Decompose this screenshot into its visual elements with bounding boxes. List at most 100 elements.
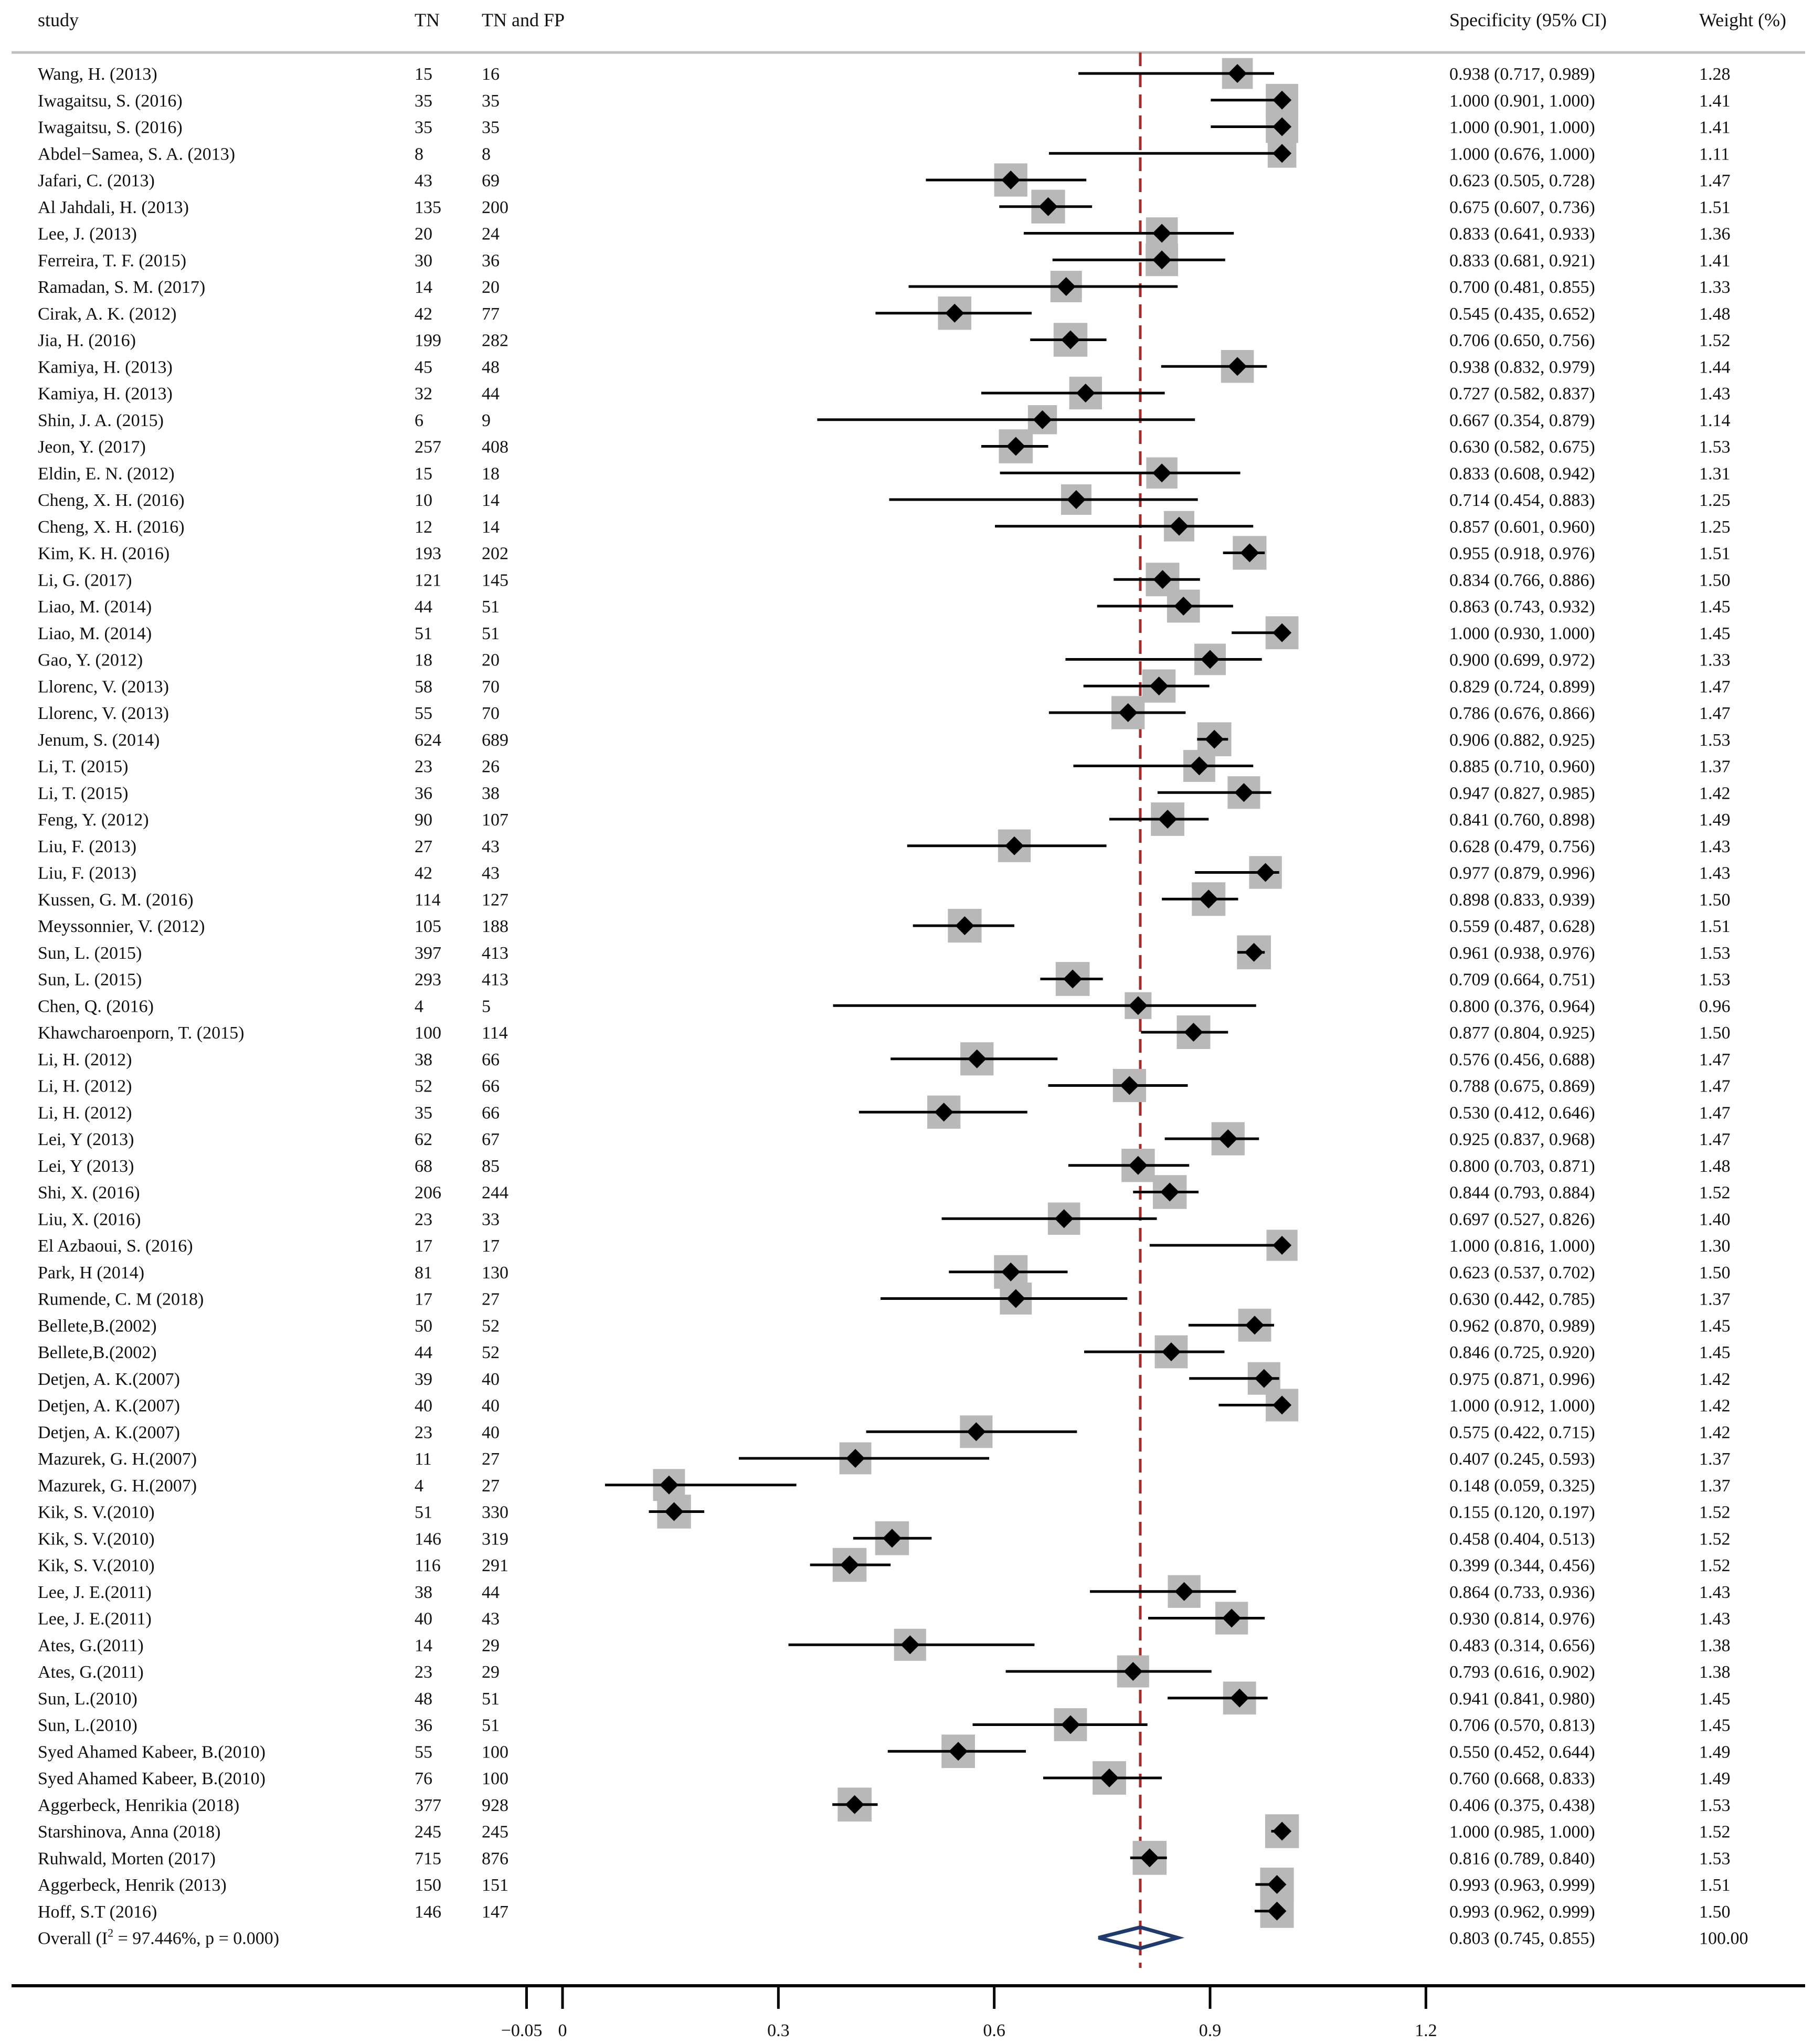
weight-text: 1.42 [1699,1396,1731,1416]
study-name: Detjen, A. K.(2007) [38,1370,180,1389]
tn-value: 23 [415,757,432,777]
ci-text: 0.833 (0.608, 0.942) [1449,464,1595,483]
weight-text: 1.52 [1699,1503,1731,1522]
weight-text: 1.48 [1699,304,1731,324]
x-axis-ticks: −0.05 0 0.3 0.6 0.9 1.2 [501,1986,1437,2040]
ci-text: 0.885 (0.710, 0.960) [1449,757,1595,777]
study-name: Abdel−Samea, S. A. (2013) [38,144,235,164]
point-estimate-marker [967,1422,986,1442]
weight-text: 1.53 [1699,970,1731,990]
tn-fp-value: 85 [482,1157,500,1176]
study-name: Lee, J. (2013) [38,225,137,244]
point-estimate-marker [664,1502,684,1521]
ci-text: 0.155 (0.120, 0.197) [1449,1503,1595,1522]
study-row: Jafari, C. (2013) 43 69 0.623 (0.505, 0.728… [38,163,1731,197]
tn-fp-value: 70 [482,704,500,723]
tn-fp-value: 291 [482,1556,508,1575]
study-name: El Azbaoui, S. (2016) [38,1236,193,1256]
ci-text: 0.877 (0.804, 0.925) [1449,1023,1595,1043]
tn-fp-value: 202 [482,544,508,564]
tn-fp-value: 16 [482,65,500,84]
ci-text: 0.575 (0.422, 0.715) [1449,1423,1595,1442]
tn-value: 42 [415,304,432,324]
point-estimate-marker [1066,490,1086,509]
tn-fp-value: 51 [482,597,500,617]
overall-label-superscript: 2 [108,1926,113,1940]
weight-text: 1.36 [1699,225,1731,244]
weight-text: 1.45 [1699,1689,1731,1709]
tn-fp-value: 70 [482,677,500,696]
study-row: Cheng, X. H. (2016) 12 14 0.857 (0.601, 0.9… [38,511,1731,542]
study-name: Shin, J. A. (2015) [38,411,164,430]
tn-fp-value: 43 [482,864,500,883]
study-name: Khawcharoenporn, T. (2015) [38,1023,244,1043]
ci-text: 0.906 (0.882, 0.925) [1449,730,1595,750]
ci-text: 0.993 (0.962, 0.999) [1449,1902,1595,1922]
ci-text: 0.977 (0.879, 0.996) [1449,864,1595,883]
tn-fp-value: 114 [482,1023,508,1043]
point-estimate-marker [900,1635,920,1655]
tn-fp-value: 43 [482,1609,500,1629]
ci-text: 0.864 (0.733, 0.936) [1449,1583,1595,1602]
tn-fp-value: 40 [482,1370,500,1389]
ci-text: 0.938 (0.832, 0.979) [1449,357,1595,377]
header-tn: TN [415,9,440,30]
study-row: Hoff, S.T (2016) 146 147 0.993 (0.962, 0.99… [38,1894,1731,1928]
tn-value: 397 [415,944,441,963]
point-estimate-marker [1267,1875,1287,1894]
study-name: Kussen, G. M. (2016) [38,890,194,909]
ci-text: 0.630 (0.582, 0.675) [1449,438,1595,457]
overall-diamond [1098,1925,1185,1951]
ci-text: 0.841 (0.760, 0.898) [1449,810,1595,830]
ci-text: 0.863 (0.743, 0.932) [1449,597,1595,617]
tn-fp-value: 38 [482,783,500,803]
study-name: Iwagaitsu, S. (2016) [38,118,183,137]
study-row: Ferreira, T. F. (2015) 30 36 0.833 (0.681, … [38,243,1731,277]
overall-label-prefix: Overall (I [38,1929,108,1948]
point-estimate-marker [1038,197,1058,216]
weight-text: 1.28 [1699,65,1731,84]
study-row: Bellete,B.(2002) 50 52 0.962 (0.870, 0.989)… [38,1308,1731,1342]
point-estimate-marker [1199,889,1218,909]
study-row: Iwagaitsu, S. (2016) 35 35 1.000 (0.901, 1.… [38,110,1731,143]
point-estimate-marker [1140,1848,1159,1868]
ci-text: 1.000 (0.985, 1.000) [1449,1823,1595,1842]
ci-text: 0.628 (0.479, 0.756) [1449,837,1595,856]
study-row: Li, H. (2012) 38 66 0.576 (0.456, 0.688) 1.4… [38,1042,1731,1076]
ci-text: 0.793 (0.616, 0.902) [1449,1662,1595,1682]
weight-text: 1.52 [1699,1823,1731,1842]
weight-text: 1.47 [1699,1077,1731,1096]
tn-fp-value: 319 [482,1529,508,1549]
weight-text: 1.41 [1699,251,1731,270]
tn-fp-value: 413 [482,970,508,990]
weight-text: 1.33 [1699,651,1731,670]
point-estimate-marker [1218,1129,1238,1148]
tn-fp-value: 35 [482,91,500,111]
study-row: Shi, X. (2016) 206 244 0.844 (0.793, 0.884)… [38,1175,1731,1209]
point-estimate-marker [1152,224,1172,243]
tn-value: 90 [415,810,432,830]
tn-value: 27 [415,837,432,856]
tn-value: 116 [415,1556,441,1575]
point-estimate-marker [1006,1289,1025,1308]
weight-text: 1.14 [1699,411,1731,430]
header-weight: Weight (%) [1699,9,1786,30]
tn-fp-value: 8 [482,144,491,164]
point-estimate-marker [1190,756,1209,776]
tn-fp-value: 151 [482,1876,508,1895]
x-tick-label: 0.6 [983,2021,1005,2040]
weight-text: 1.30 [1699,1236,1731,1256]
point-estimate-marker [1245,1316,1265,1335]
point-estimate-marker [1152,250,1172,270]
tn-value: 293 [415,970,441,990]
study-row: Al Jahdali, H. (2013) 135 200 0.675 (0.607,… [38,189,1731,224]
overall-ci-text: 0.803 (0.745, 0.855) [1449,1929,1595,1948]
study-name: Cheng, X. H. (2016) [38,517,185,537]
weight-text: 1.47 [1699,1103,1731,1122]
tn-value: 135 [415,198,441,217]
ci-text: 0.930 (0.814, 0.976) [1449,1609,1595,1629]
point-estimate-marker [934,1103,953,1122]
study-name: Feng, Y. (2012) [38,810,149,830]
point-estimate-marker [1128,1156,1148,1175]
ci-text: 1.000 (0.676, 1.000) [1449,144,1595,164]
